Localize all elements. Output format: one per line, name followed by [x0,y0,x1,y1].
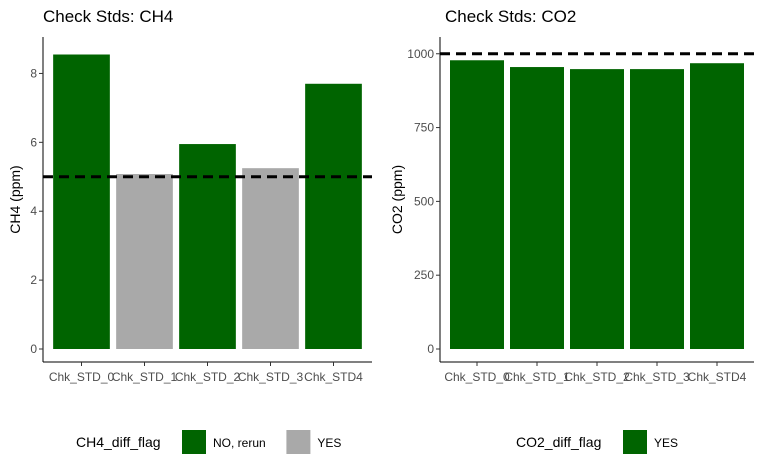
x-tick-label: Chk_STD_0 [444,370,510,384]
x-tick-label: Chk_STD_3 [238,370,304,384]
bar-chk-std-1 [510,67,564,350]
x-tick-label: Chk_STD_3 [624,370,690,384]
x-tick-label: Chk_STD_1 [112,370,178,384]
bar-chk-std4 [690,63,744,350]
x-tick-label: Chk_STD_2 [175,370,241,384]
x-tick-label: Chk_STD_2 [564,370,630,384]
y-axis-title: CO2 (ppm) [389,165,405,234]
legend-label: YES [317,436,341,450]
chart-panel-0: Check Stds: CH402468Chk_STD_0Chk_STD_1Ch… [7,7,372,454]
bar-chk-std-0 [53,54,110,349]
legend-title: CH4_diff_flag [76,434,161,450]
x-tick-label: Chk_STD4 [304,370,363,384]
bar-chk-std-2 [179,144,236,349]
legend-title: CO2_diff_flag [516,434,601,450]
y-tick-label: 0 [427,342,434,356]
chart-title: Check Stds: CH4 [43,7,173,26]
y-tick-label: 1000 [407,47,434,61]
y-tick-label: 0 [30,342,37,356]
y-tick-label: 6 [30,135,37,149]
chart-panel-1: Check Stds: CO202505007501000Chk_STD_0Ch… [389,7,754,454]
legend-label: NO, rerun [213,436,266,450]
y-tick-label: 500 [414,194,434,208]
legend-swatch [182,430,206,454]
x-tick-label: Chk_STD_1 [504,370,570,384]
y-tick-label: 750 [414,121,434,135]
bar-chk-std-2 [570,69,624,350]
bar-chk-std-1 [116,174,173,349]
bar-chk-std4 [305,83,362,349]
legend-label: YES [654,436,678,450]
x-tick-label: Chk_STD4 [688,370,747,384]
y-tick-label: 2 [30,273,37,287]
y-tick-label: 4 [30,204,37,218]
legend: CO2_diff_flag YES [516,430,678,454]
y-tick-label: 8 [30,66,37,80]
bar-chk-std-3 [242,168,299,349]
bar-chk-std-0 [450,60,504,349]
chart-title: Check Stds: CO2 [445,7,576,26]
x-tick-label: Chk_STD_0 [49,370,115,384]
legend-swatch [286,430,311,454]
y-axis-title: CH4 (ppm) [7,165,23,233]
legend: CH4_diff_flag NO, rerun YES [76,430,341,454]
y-tick-label: 250 [414,268,434,282]
legend-swatch [623,430,647,454]
bar-chk-std-3 [630,69,684,350]
